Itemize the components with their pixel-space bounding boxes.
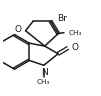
Text: CH₃: CH₃ [69,30,82,36]
Text: Br: Br [57,14,67,23]
Text: O: O [72,43,79,53]
Text: O: O [15,25,22,34]
Text: N: N [41,68,48,77]
Text: CH₃: CH₃ [37,79,50,85]
